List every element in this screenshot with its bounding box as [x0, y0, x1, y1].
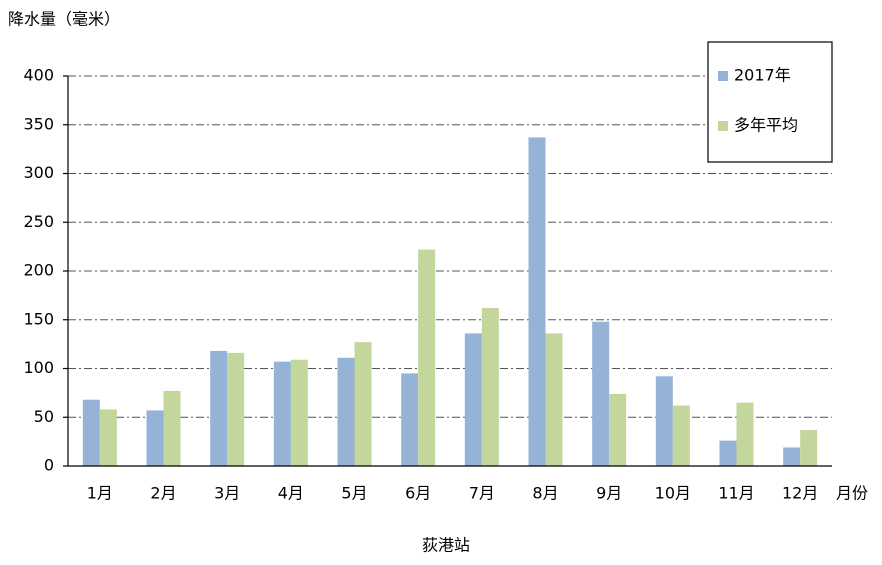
x-tick-label: 9月: [596, 484, 622, 503]
y-tick-label: 150: [23, 309, 54, 328]
caption: 荻港站: [422, 536, 470, 555]
bar: [800, 429, 818, 466]
bar: [337, 357, 355, 466]
x-tick-label: 10月: [655, 484, 691, 503]
y-tick-label: 50: [34, 407, 54, 426]
bar: [82, 399, 100, 466]
x-tick-label: 1月: [87, 484, 113, 503]
y-tick-label: 250: [23, 212, 54, 231]
legend-swatch: [718, 121, 728, 131]
bar: [719, 440, 737, 466]
bar: [464, 333, 482, 466]
legend-label: 多年平均: [734, 116, 798, 135]
legend-box: [707, 41, 833, 163]
x-tick-label: 12月: [782, 484, 818, 503]
x-tick-label: 2月: [150, 484, 176, 503]
bar: [672, 405, 690, 466]
bar: [481, 308, 499, 466]
y-tick-label: 300: [23, 163, 54, 182]
bar: [163, 390, 181, 466]
bar: [528, 137, 546, 467]
x-tick-label: 6月: [405, 484, 431, 503]
legend-label: 2017年: [734, 66, 791, 85]
y-tick-label: 0: [44, 456, 54, 475]
bar: [783, 447, 801, 466]
y-tick-label: 200: [23, 261, 54, 280]
bar: [290, 359, 308, 466]
bar: [354, 342, 372, 466]
bar: [210, 350, 228, 466]
bar: [736, 402, 754, 466]
y-tick-label: 350: [23, 114, 54, 133]
bar: [401, 373, 419, 466]
x-tick-label: 8月: [532, 484, 558, 503]
y-tick-label: 100: [23, 358, 54, 377]
legend-swatch: [718, 71, 728, 81]
bar: [273, 361, 291, 466]
bar: [545, 333, 563, 466]
bar: [99, 409, 117, 466]
x-tick-label: 4月: [278, 484, 304, 503]
x-tick-label: 11月: [718, 484, 754, 503]
x-tick-label: 7月: [469, 484, 495, 503]
bar: [418, 249, 436, 466]
y-tick-label: 400: [23, 66, 54, 85]
bar: [609, 393, 627, 466]
bar: [146, 410, 164, 466]
x-tick-label: 3月: [214, 484, 240, 503]
y-axis-label: 降水量（毫米）: [8, 10, 120, 29]
x-tick-label: 5月: [341, 484, 367, 503]
bar: [592, 321, 610, 466]
bar: [227, 352, 245, 466]
x-axis-label: 月份: [836, 484, 868, 503]
bar: [655, 376, 673, 466]
